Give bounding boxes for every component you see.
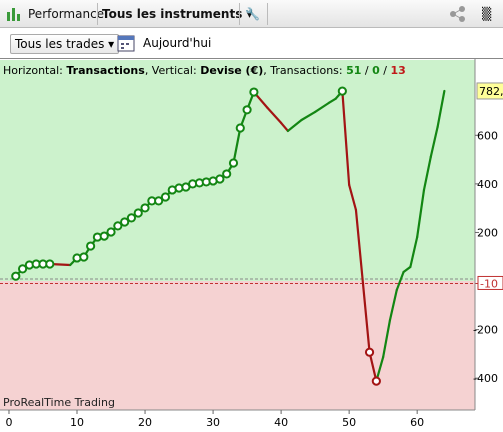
reference-label: -10 <box>480 277 498 290</box>
calendar-button[interactable] <box>117 34 137 54</box>
header-part: / <box>361 64 372 77</box>
header-part: 51 <box>346 64 361 77</box>
trade-marker <box>371 376 381 386</box>
trade-marker <box>126 213 137 223</box>
equity-segment <box>232 126 242 165</box>
negative-zone <box>0 281 475 410</box>
trades-label: Tous les trades <box>15 37 105 51</box>
x-tick-label: 20 <box>138 416 152 429</box>
header-part: 0 <box>372 64 380 77</box>
trade-marker <box>86 241 96 251</box>
equity-segment <box>341 89 351 186</box>
x-tick-label: 30 <box>206 416 220 429</box>
equity-segment <box>348 183 358 211</box>
y-tick-label: -400 <box>473 372 498 385</box>
separator <box>267 3 268 25</box>
x-tick-label: 50 <box>342 416 356 429</box>
trade-marker <box>133 208 143 218</box>
trade-marker <box>215 174 225 184</box>
trade-marker <box>228 158 239 168</box>
header-part: Devise (€) <box>200 64 263 77</box>
header-part: , Vertical: <box>145 64 200 77</box>
trade-marker <box>79 252 89 262</box>
header-part: / <box>380 64 391 77</box>
trades-dropdown[interactable]: Tous les trades ▾ <box>10 34 120 54</box>
trade-marker <box>337 86 347 96</box>
header-part: , Transactions: <box>263 64 346 77</box>
period-label: Aujourd'hui <box>143 36 212 50</box>
equity-segment <box>354 208 371 354</box>
separator <box>97 3 98 25</box>
chart-header: Horizontal: Transactions, Vertical: Devi… <box>3 64 406 77</box>
trade-marker <box>113 221 123 231</box>
watermark: ProRealTime Trading <box>3 396 115 409</box>
trade-marker <box>160 192 171 202</box>
y-tick-label: 200 <box>477 226 498 239</box>
y-tick-label: -200 <box>473 324 498 337</box>
settings-button[interactable]: 🔧 <box>245 7 260 21</box>
separator <box>239 3 240 25</box>
trade-marker <box>106 227 116 237</box>
equity-segment <box>286 118 303 133</box>
x-tick-label: 10 <box>70 416 84 429</box>
instrument-dropdown[interactable]: Tous les instruments ▾ <box>102 7 253 21</box>
y-tick-label: 600 <box>477 129 498 142</box>
trade-marker <box>99 231 109 241</box>
header-part: Horizontal: <box>3 64 66 77</box>
positive-zone <box>0 60 475 282</box>
x-tick-label: 40 <box>274 416 288 429</box>
toolbar: Performance Tous les instruments ▾ 🔧 ▒ <box>0 0 503 28</box>
equity-segment <box>422 155 432 192</box>
equity-segment <box>395 270 405 292</box>
header-part: 13 <box>391 64 406 77</box>
equity-segment <box>327 97 337 105</box>
trade-marker <box>249 87 259 97</box>
trade-marker <box>45 259 55 269</box>
trade-marker <box>120 217 130 227</box>
menu-button[interactable]: ▒ <box>482 7 492 21</box>
filter-bar: Tous les trades ▾ Aujourd'hui <box>0 28 503 58</box>
last-value-label: 782,5 <box>479 85 503 98</box>
x-tick-label: 60 <box>410 416 424 429</box>
last-value-badge <box>476 82 503 100</box>
trade-marker <box>11 271 21 281</box>
equity-segment <box>402 265 412 274</box>
instrument-label: Tous les instruments <box>102 7 243 21</box>
trade-marker <box>17 264 28 274</box>
trade-marker <box>235 123 245 133</box>
equity-segment <box>280 121 290 133</box>
equity-segment <box>388 288 398 322</box>
chart: Horizontal: Transactions, Vertical: Devi… <box>0 58 503 429</box>
equity-segment <box>429 125 439 159</box>
reference-badge <box>477 275 503 290</box>
header-part: Transactions <box>66 64 145 77</box>
equity-segment <box>300 110 317 122</box>
icon <box>7 8 20 21</box>
view-button[interactable]: Performance <box>28 7 105 21</box>
trade-marker <box>222 169 232 179</box>
equity-segment <box>368 351 378 383</box>
share-button[interactable] <box>448 5 470 23</box>
equity-segment <box>382 319 392 359</box>
equity-segment <box>436 89 446 129</box>
equity-segment <box>409 235 419 269</box>
trade-marker <box>242 105 252 115</box>
y-tick-label: 400 <box>477 178 498 191</box>
trade-marker <box>364 347 375 357</box>
equity-segment <box>266 106 283 125</box>
equity-segment <box>416 188 426 239</box>
trade-marker <box>140 203 150 213</box>
trade-marker <box>154 196 164 206</box>
equity-segment <box>314 101 330 114</box>
x-tick-label: 0 <box>5 416 12 429</box>
